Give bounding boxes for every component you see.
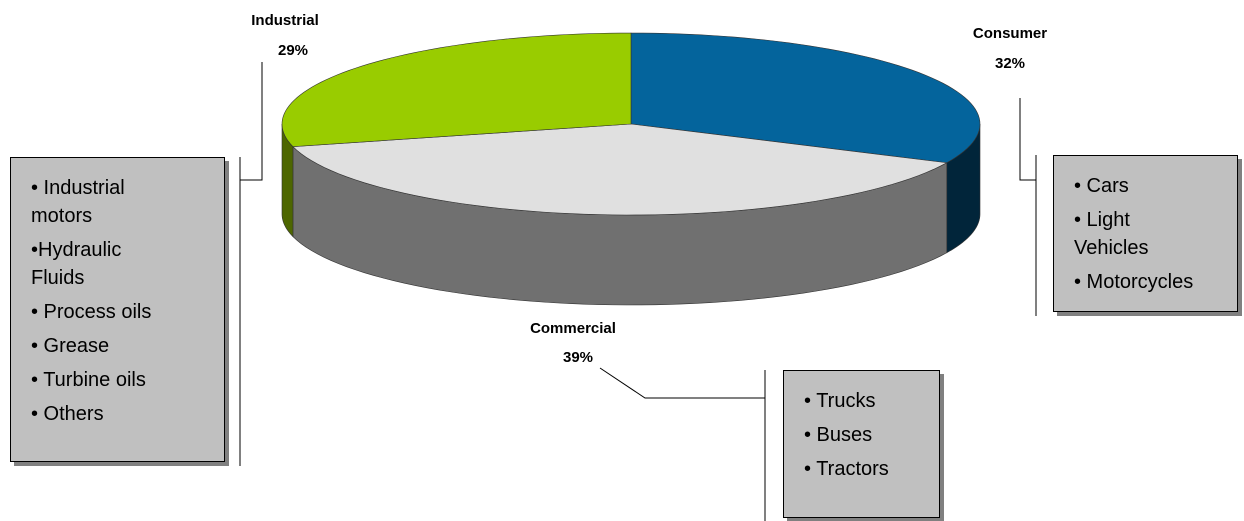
callout-item: • Tractors [804,458,889,480]
callout-box: • Cars • Light Vehicles • Motorcycles [1053,155,1238,312]
callout-box: • Trucks • Buses • Tractors [783,370,940,518]
callout-item: • Cars [1074,175,1129,197]
callout-list: • Cars • Light Vehicles • Motorcycles [1074,172,1204,296]
slice [281,32,632,147]
value-label: 39% [563,349,593,366]
callout-item: • Turbine oils [31,369,146,391]
callout-item: • Motorcycles [1074,271,1194,293]
slice [630,32,981,164]
leader-line [240,62,263,181]
value-label: 29% [278,42,308,59]
callout-item: • Trucks [804,390,876,412]
callout-item: • Others [31,403,104,425]
leader-line [599,367,765,399]
callout-item: • Grease [31,335,110,357]
callout-item: • Process oils [31,301,152,323]
leader-line [1019,98,1036,181]
callout-list: • Industrial motors •Hydraulic Fluids • Pr… [31,174,173,428]
value-label: 32% [995,55,1025,72]
callout-list: • Trucks • Buses • Tractors [804,387,934,483]
callout-item: • Buses [804,424,873,446]
callout-box: • Industrial motors •Hydraulic Fluids • Pr… [10,157,225,462]
slice [292,123,948,216]
callout-item: •Hydraulic Fluids [31,239,122,289]
callout-item: • Light Vehicles [1074,209,1149,259]
category-label: Industrial [251,12,319,29]
category-label: Consumer [973,25,1047,42]
category-label: Commercial [530,320,616,337]
callout-item: • Industrial motors [31,177,125,227]
